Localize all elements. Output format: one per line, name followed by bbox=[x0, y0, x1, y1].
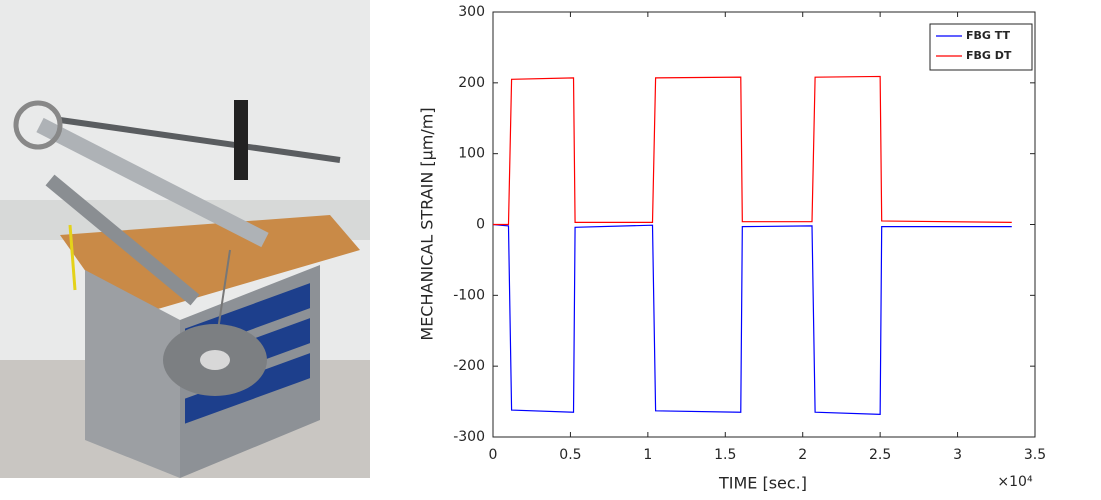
x-tick-label: 3 bbox=[953, 447, 962, 463]
y-tick-label: -300 bbox=[453, 429, 485, 445]
x-tick-label: 2.5 bbox=[869, 447, 891, 463]
x-tick-label: 1.5 bbox=[714, 447, 736, 463]
y-tick-label: -200 bbox=[453, 358, 485, 374]
legend-label: FBG DT bbox=[966, 49, 1012, 62]
series-line bbox=[492, 223, 1012, 415]
legend-box bbox=[929, 23, 1033, 71]
y-tick-label: 0 bbox=[476, 217, 485, 233]
y-tick-label: -100 bbox=[453, 287, 485, 303]
series-line bbox=[493, 75, 1012, 226]
photo bbox=[0, 0, 370, 478]
x-multiplier: ×10⁴ bbox=[997, 474, 1033, 490]
x-axis-label: TIME [sec.] bbox=[718, 474, 807, 493]
y-axis-label: MECHANICAL STRAIN [µm/m] bbox=[418, 107, 437, 340]
legend-label: FBG TT bbox=[966, 29, 1011, 42]
x-tick-label: 2 bbox=[798, 447, 807, 463]
y-tick-label: 300 bbox=[458, 4, 485, 20]
legend: FBG TT FBG DT bbox=[929, 23, 1033, 71]
x-tick-label: 1 bbox=[643, 447, 652, 463]
x-tick-label: 3.5 bbox=[1024, 447, 1046, 463]
x-tick-label: 0.5 bbox=[559, 447, 581, 463]
x-tick-label: 0 bbox=[489, 447, 498, 463]
y-tick-label: 100 bbox=[458, 146, 485, 162]
y-tick-label: 200 bbox=[458, 75, 485, 91]
